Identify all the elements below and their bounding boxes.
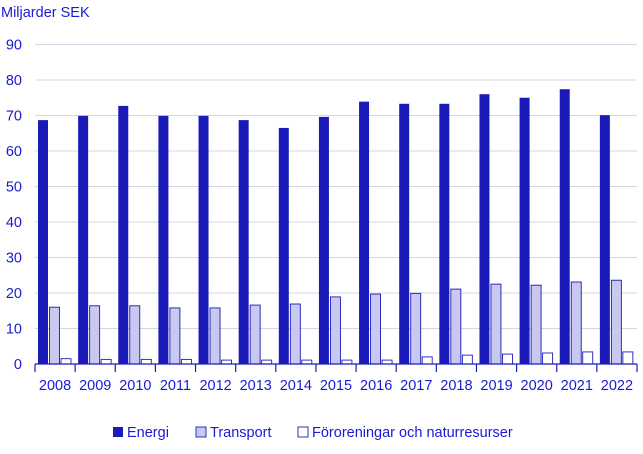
x-axis — [34, 363, 638, 372]
x-tick-label: 2014 — [280, 378, 312, 394]
legend-swatch — [113, 427, 123, 437]
bar-transport-2011 — [169, 307, 181, 365]
x-tick-label: 2019 — [480, 378, 512, 394]
bar-f-roreningar-och-naturresurser-2022 — [622, 351, 634, 365]
x-tick-label: 2013 — [240, 378, 272, 394]
bar-energi-2013 — [238, 120, 249, 365]
x-tick-label: 2017 — [400, 378, 432, 394]
bar-f-roreningar-och-naturresurser-2008 — [60, 358, 72, 365]
y-axis-title: Miljarder SEK — [1, 5, 90, 21]
bar-transport-2015 — [329, 296, 341, 365]
y-tick-label: 30 — [6, 251, 22, 267]
bar-f-roreningar-och-naturresurser-2021 — [582, 351, 594, 365]
bar-transport-2010 — [129, 305, 141, 365]
bar-transport-2014 — [289, 303, 301, 365]
bar-energi-2011 — [158, 115, 169, 364]
bar-energi-2008 — [38, 120, 48, 365]
x-tick-label: 2018 — [440, 378, 472, 394]
bar-f-roreningar-och-naturresurser-2019 — [502, 353, 513, 365]
x-tick-label: 2020 — [521, 378, 553, 394]
legend-label: Föroreningar och naturresurser — [312, 425, 513, 441]
x-tick-label: 2021 — [561, 378, 593, 394]
y-tick-label: 50 — [6, 180, 22, 196]
y-tick-label: 60 — [6, 144, 22, 160]
bar-energi-2018 — [439, 103, 450, 364]
x-tick-label: 2022 — [601, 378, 633, 394]
bar-transport-2012 — [209, 307, 221, 365]
y-tick-label: 40 — [6, 215, 22, 231]
bar-transport-2013 — [249, 304, 261, 365]
legend: Energi Transport Föroreningar och naturres… — [113, 425, 513, 441]
gridlines — [35, 44, 637, 329]
legend-label: Transport — [210, 425, 272, 441]
legend-label: Energi — [127, 425, 169, 441]
legend-swatch — [195, 426, 207, 438]
bar-transport-2020 — [530, 284, 542, 365]
bar-energi-2022 — [599, 115, 610, 365]
bar-transport-2018 — [450, 288, 462, 365]
bar-energi-2016 — [359, 101, 370, 364]
y-tick-label: 0 — [14, 357, 22, 373]
y-tick-label: 70 — [6, 109, 22, 125]
x-tick-label: 2009 — [79, 378, 111, 394]
bar-transport-2021 — [570, 281, 582, 365]
bar-f-roreningar-och-naturresurser-2009 — [100, 358, 112, 365]
legend-swatch — [297, 426, 309, 438]
x-tick-label: 2016 — [360, 378, 392, 394]
bar-transport-2019 — [490, 283, 502, 365]
bars — [38, 89, 634, 365]
y-tick-labels: 0 10 20 30 40 50 60 70 80 90 — [6, 38, 22, 374]
bar-energi-2012 — [198, 115, 209, 364]
x-tick-labels: 2008 2009 2010 2011 2012 2013 2014 2015 2016 2017… — [39, 378, 633, 394]
x-tick-label: 2011 — [160, 378, 191, 394]
bar-energi-2021 — [559, 89, 570, 364]
x-tick-label: 2015 — [320, 378, 352, 394]
bar-f-roreningar-och-naturresurser-2017 — [421, 356, 433, 365]
bar-energi-2017 — [399, 103, 410, 364]
bar-energi-2014 — [278, 127, 289, 364]
x-tick-label: 2008 — [39, 378, 71, 394]
bar-transport-2022 — [610, 279, 622, 365]
bar-energi-2009 — [78, 115, 89, 364]
y-tick-label: 20 — [6, 286, 22, 302]
bar-f-roreningar-och-naturresurser-2011 — [180, 358, 192, 365]
bar-f-roreningar-och-naturresurser-2010 — [140, 358, 152, 365]
y-tick-label: 10 — [6, 322, 22, 338]
bar-energi-2010 — [118, 105, 129, 364]
y-tick-label: 90 — [6, 38, 22, 54]
bar-energi-2020 — [519, 97, 530, 364]
bar-f-roreningar-och-naturresurser-2018 — [461, 354, 473, 365]
bar-transport-2016 — [370, 293, 382, 365]
bar-transport-2008 — [49, 306, 60, 365]
bar-energi-2015 — [318, 116, 329, 364]
bar-f-roreningar-och-naturresurser-2020 — [542, 352, 554, 365]
x-tick-label: 2012 — [199, 378, 231, 394]
bar-energi-2019 — [479, 94, 490, 364]
x-tick-label: 2010 — [119, 378, 151, 394]
bar-transport-2009 — [89, 305, 101, 365]
y-tick-label: 80 — [6, 73, 22, 89]
bar-transport-2017 — [410, 292, 422, 365]
